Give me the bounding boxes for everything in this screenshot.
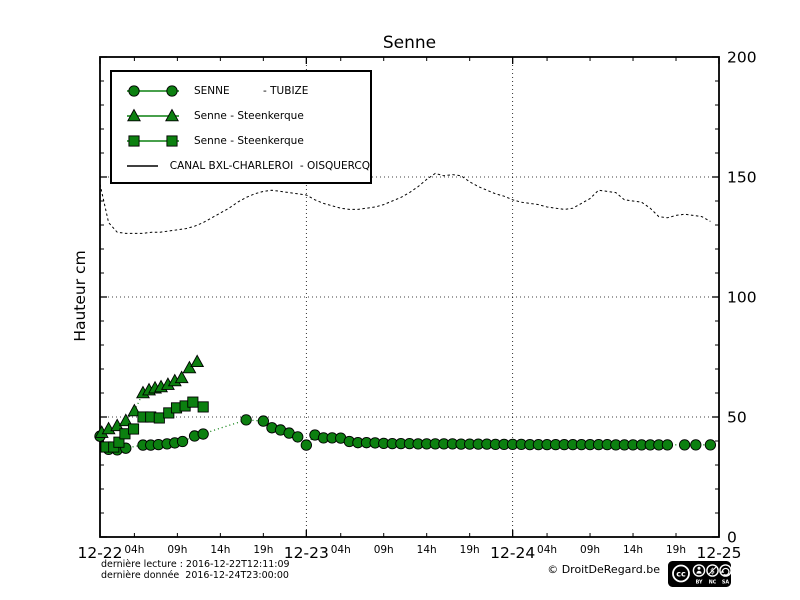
svg-text:19h: 19h bbox=[253, 544, 273, 556]
svg-text:100: 100 bbox=[727, 289, 757, 307]
svg-text:19h: 19h bbox=[460, 544, 480, 556]
legend-item: Senne - Steenkerque bbox=[112, 103, 370, 128]
last-reading-text: dernière lecture : 2016-12-22T12:11:09 bbox=[101, 559, 290, 570]
y-axis-label: Hauteur cm bbox=[71, 250, 89, 342]
svg-text:09h: 09h bbox=[167, 544, 187, 556]
legend-marker-circle-icon bbox=[127, 84, 179, 97]
svg-text:12-25: 12-25 bbox=[696, 544, 741, 562]
svg-text:14h: 14h bbox=[210, 544, 230, 556]
svg-text:19h: 19h bbox=[666, 544, 686, 556]
svg-text:04h: 04h bbox=[537, 544, 557, 556]
legend-item: SENNE - TUBIZE bbox=[112, 78, 370, 103]
svg-text:BY: BY bbox=[696, 580, 703, 586]
svg-text:NC: NC bbox=[709, 580, 717, 586]
svg-text:09h: 09h bbox=[374, 544, 394, 556]
legend-item: Senne - Steenkerque bbox=[112, 128, 370, 153]
legend-marker-square-icon bbox=[127, 134, 179, 147]
legend-marker-line-icon bbox=[127, 164, 158, 167]
svg-text:cc: cc bbox=[676, 570, 686, 579]
svg-text:0: 0 bbox=[727, 529, 737, 547]
svg-text:SA: SA bbox=[722, 580, 729, 586]
svg-text:04h: 04h bbox=[331, 544, 351, 556]
last-data-text: dernière donnée 2016-12-24T23:00:00 bbox=[101, 569, 289, 581]
copyright-text: © DroitDeRegard.be bbox=[547, 563, 660, 576]
svg-text:200: 200 bbox=[727, 49, 757, 67]
footer-timestamps: dernière lecture : 2016-12-22T12:11:09 d… bbox=[101, 559, 290, 581]
svg-text:50: 50 bbox=[727, 409, 747, 427]
svg-text:12-22: 12-22 bbox=[77, 544, 122, 562]
svg-text:150: 150 bbox=[727, 169, 757, 187]
svg-text:14h: 14h bbox=[417, 544, 437, 556]
svg-text:09h: 09h bbox=[580, 544, 600, 556]
legend-item-label: Senne - Steenkerque bbox=[194, 134, 304, 147]
legend-item-label: SENNE - TUBIZE bbox=[194, 84, 309, 97]
legend: SENNE - TUBIZE Senne - Steenkerque Senne… bbox=[110, 70, 372, 184]
svg-text:12-24: 12-24 bbox=[490, 544, 535, 562]
legend-item: CANAL BXL-CHARLEROI - OISQUERCQ bbox=[112, 153, 370, 178]
svg-text:14h: 14h bbox=[623, 544, 643, 556]
svg-text:12-23: 12-23 bbox=[284, 544, 329, 562]
chart-title: Senne bbox=[382, 33, 437, 53]
legend-item-label: CANAL BXL-CHARLEROI - OISQUERCQ bbox=[169, 159, 370, 172]
legend-marker-triangle-icon bbox=[127, 108, 179, 121]
legend-item-label: Senne - Steenkerque bbox=[194, 109, 304, 122]
svg-text:04h: 04h bbox=[124, 544, 144, 556]
